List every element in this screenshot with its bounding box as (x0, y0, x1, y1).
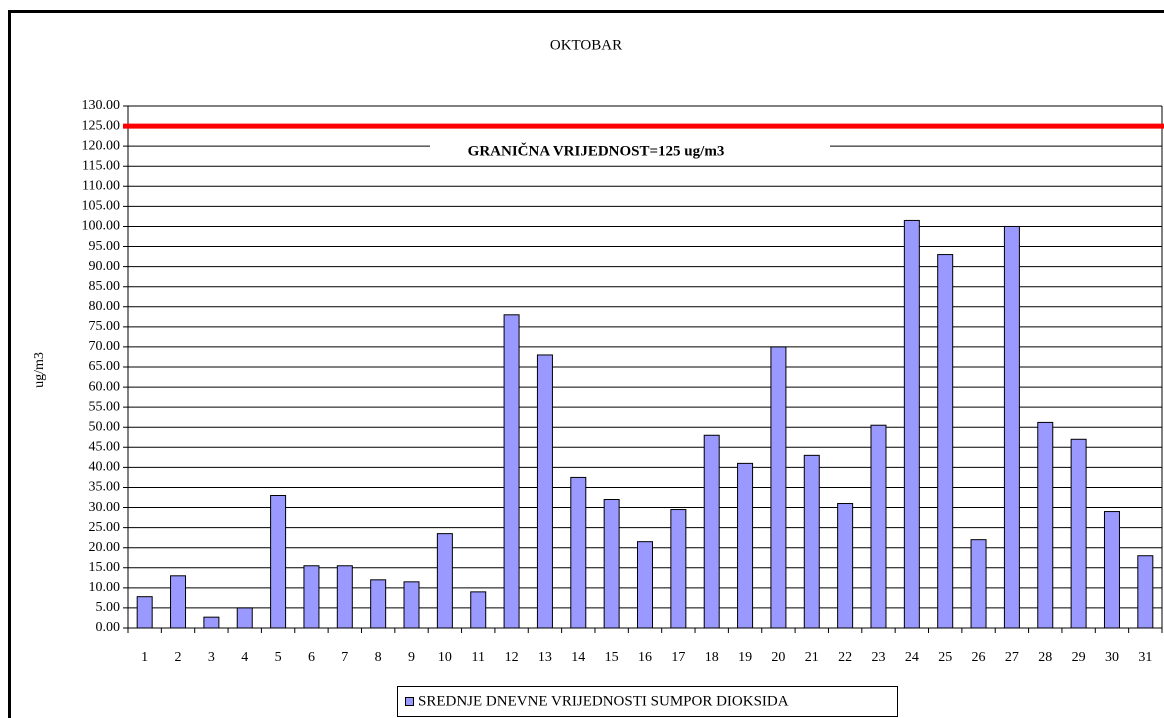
x-tick-label: 30 (1105, 650, 1119, 665)
bar (803, 454, 820, 629)
x-tick-label: 29 (1072, 650, 1086, 665)
x-tick-label: 7 (341, 650, 348, 665)
bar (1103, 511, 1120, 629)
bar (503, 314, 520, 629)
x-tick-label: 5 (275, 650, 282, 665)
x-tick-label: 9 (408, 650, 415, 665)
bar (770, 346, 787, 629)
bar (236, 607, 253, 629)
x-tick-label: 8 (375, 650, 382, 665)
x-tick-label: 26 (972, 650, 986, 665)
legend-swatch (405, 697, 414, 706)
bar (870, 424, 887, 629)
x-tick-label: 20 (771, 650, 785, 665)
bar (603, 499, 620, 629)
y-tick-label: 35.00 (89, 480, 121, 495)
annotation-bg (430, 141, 830, 164)
x-tick-label: 17 (671, 650, 685, 665)
y-tick-label: 60.00 (89, 379, 121, 394)
x-tick-label: 25 (938, 650, 952, 665)
y-tick-label: 115.00 (82, 158, 120, 173)
x-tick-label: 19 (738, 650, 752, 665)
bar (903, 219, 920, 629)
y-tick-label: 0.00 (96, 620, 121, 635)
bar (937, 254, 954, 629)
bar (737, 462, 754, 629)
bar (170, 575, 187, 629)
bar (270, 494, 287, 629)
bar (570, 476, 587, 629)
x-tick-label: 2 (175, 650, 182, 665)
bar (1037, 421, 1054, 629)
y-tick-label: 40.00 (89, 460, 121, 475)
bar (703, 434, 720, 629)
bar (637, 541, 653, 629)
x-tick-label: 21 (805, 650, 819, 665)
bar (470, 591, 487, 629)
bar (136, 596, 153, 629)
bar (837, 503, 854, 629)
bar (536, 354, 553, 629)
x-tick-label: 12 (505, 650, 519, 665)
y-tick-label: 130.00 (82, 98, 121, 113)
y-tick-label: 110.00 (82, 179, 120, 194)
x-tick-label: 31 (1138, 650, 1152, 665)
x-tick-label: 14 (571, 650, 585, 665)
y-tick-label: 5.00 (96, 600, 121, 615)
y-tick-label: 100.00 (82, 219, 121, 234)
bar (970, 539, 987, 629)
x-tick-label: 11 (471, 650, 484, 665)
bar (336, 565, 353, 629)
x-tick-label: 1 (141, 650, 148, 665)
x-tick-label: 27 (1005, 650, 1019, 665)
limit-annotation: GRANIČNA VRIJEDNOST=125 ug/m3 (468, 143, 725, 160)
bar (403, 581, 420, 629)
bar (1070, 438, 1087, 629)
x-tick-label: 24 (905, 650, 919, 665)
y-tick-label: 95.00 (89, 239, 121, 254)
y-tick-label: 65.00 (89, 359, 121, 374)
y-tick-label: 25.00 (89, 520, 121, 535)
y-tick-label: 30.00 (89, 500, 121, 515)
bar (1003, 225, 1020, 629)
x-tick-label: 18 (705, 650, 719, 665)
y-tick-label: 120.00 (82, 138, 121, 153)
x-tick-label: 23 (871, 650, 885, 665)
y-tick-label: 20.00 (89, 540, 121, 555)
y-tick-label: 75.00 (89, 319, 121, 334)
legend-label: SREDNJE DNEVNE VRIJEDNOSTI SUMPOR DIOKSI… (418, 693, 789, 709)
y-tick-label: 85.00 (89, 279, 121, 294)
y-tick-label: 15.00 (89, 560, 121, 575)
bar (370, 579, 387, 629)
chart-title: OKTOBAR (550, 37, 622, 53)
x-tick-label: 28 (1038, 650, 1052, 665)
y-tick-label: 70.00 (89, 339, 121, 354)
y-tick-label: 45.00 (89, 440, 121, 455)
bar (1137, 555, 1154, 629)
y-tick-label: 55.00 (89, 399, 121, 414)
y-tick-label: 80.00 (89, 299, 121, 314)
bar (303, 565, 320, 629)
x-tick-label: 16 (638, 650, 652, 665)
y-tick-label: 50.00 (89, 419, 121, 434)
bar (436, 533, 453, 629)
x-tick-label: 3 (208, 650, 215, 665)
legend-box (397, 686, 898, 717)
y-tick-label: 125.00 (82, 118, 121, 133)
y-tick-label: 90.00 (89, 259, 121, 274)
y-tick-label: 105.00 (82, 199, 121, 214)
x-tick-label: 10 (438, 650, 452, 665)
x-tick-label: 6 (308, 650, 315, 665)
x-tick-label: 22 (838, 650, 852, 665)
x-tick-label: 4 (241, 650, 248, 665)
x-tick-label: 13 (538, 650, 552, 665)
bar (670, 509, 687, 629)
y-axis-label: ug/m3 (32, 352, 47, 388)
y-tick-label: 10.00 (89, 580, 121, 595)
bar (203, 616, 220, 629)
x-tick-label: 15 (605, 650, 619, 665)
